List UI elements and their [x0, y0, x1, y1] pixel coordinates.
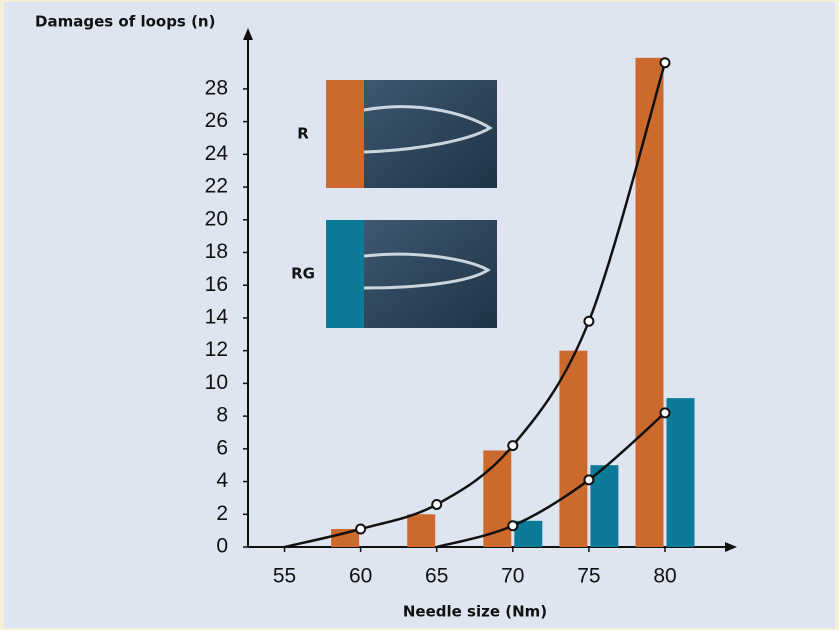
- inset-label: R: [297, 125, 309, 143]
- y-tick-label: 0: [216, 535, 228, 558]
- curve-marker: [507, 520, 519, 532]
- curve-marker: [583, 474, 595, 486]
- curve-marker: [507, 440, 519, 452]
- x-tick-label: 65: [425, 565, 448, 588]
- bar: [559, 350, 588, 547]
- photo: [364, 220, 497, 328]
- y-tick-label: 18: [205, 240, 228, 263]
- y-axis-label: Damages of loops (n): [35, 13, 215, 31]
- inset-swatch: [326, 80, 364, 188]
- y-tick-label: 12: [205, 338, 228, 361]
- x-tick-label: 60: [349, 565, 372, 588]
- inset-swatch: [326, 220, 364, 328]
- curve-marker: [355, 523, 367, 535]
- y-tick-label: 10: [205, 371, 228, 394]
- curve-marker: [659, 57, 671, 69]
- y-tick-label: 16: [205, 273, 228, 296]
- y-tick-label: 2: [216, 502, 228, 525]
- y-tick-label: 20: [205, 207, 228, 230]
- inset-label: RG: [291, 265, 315, 283]
- bar: [590, 465, 619, 547]
- bar: [666, 398, 695, 547]
- x-tick-label: 80: [653, 565, 676, 588]
- needle-streak: [363, 105, 493, 154]
- bar: [407, 514, 436, 547]
- bar: [514, 520, 543, 547]
- y-tick-label: 14: [205, 305, 229, 328]
- bar: [635, 57, 664, 547]
- y-tick-label: 8: [216, 404, 228, 427]
- y-tick-label: 6: [216, 436, 228, 459]
- x-tick-label: 75: [577, 565, 600, 588]
- inset-photos: [363, 80, 497, 328]
- needle-streak: [363, 252, 491, 290]
- x-axis-label: Needle size (Nm): [403, 603, 547, 621]
- x-axis-arrow: [725, 542, 737, 552]
- y-tick-label: 4: [216, 469, 228, 492]
- y-tick-label: 28: [205, 76, 228, 99]
- y-tick-label: 24: [205, 142, 229, 165]
- x-tick-label: 70: [501, 565, 524, 588]
- y-tick-label: 22: [205, 175, 228, 198]
- curve-marker: [431, 498, 443, 510]
- x-tick-label: 55: [273, 565, 296, 588]
- curve-marker: [659, 407, 671, 419]
- y-tick-label: 26: [205, 109, 228, 132]
- curve-marker: [583, 315, 595, 327]
- curve: [436, 411, 666, 549]
- y-axis-arrow: [243, 28, 253, 40]
